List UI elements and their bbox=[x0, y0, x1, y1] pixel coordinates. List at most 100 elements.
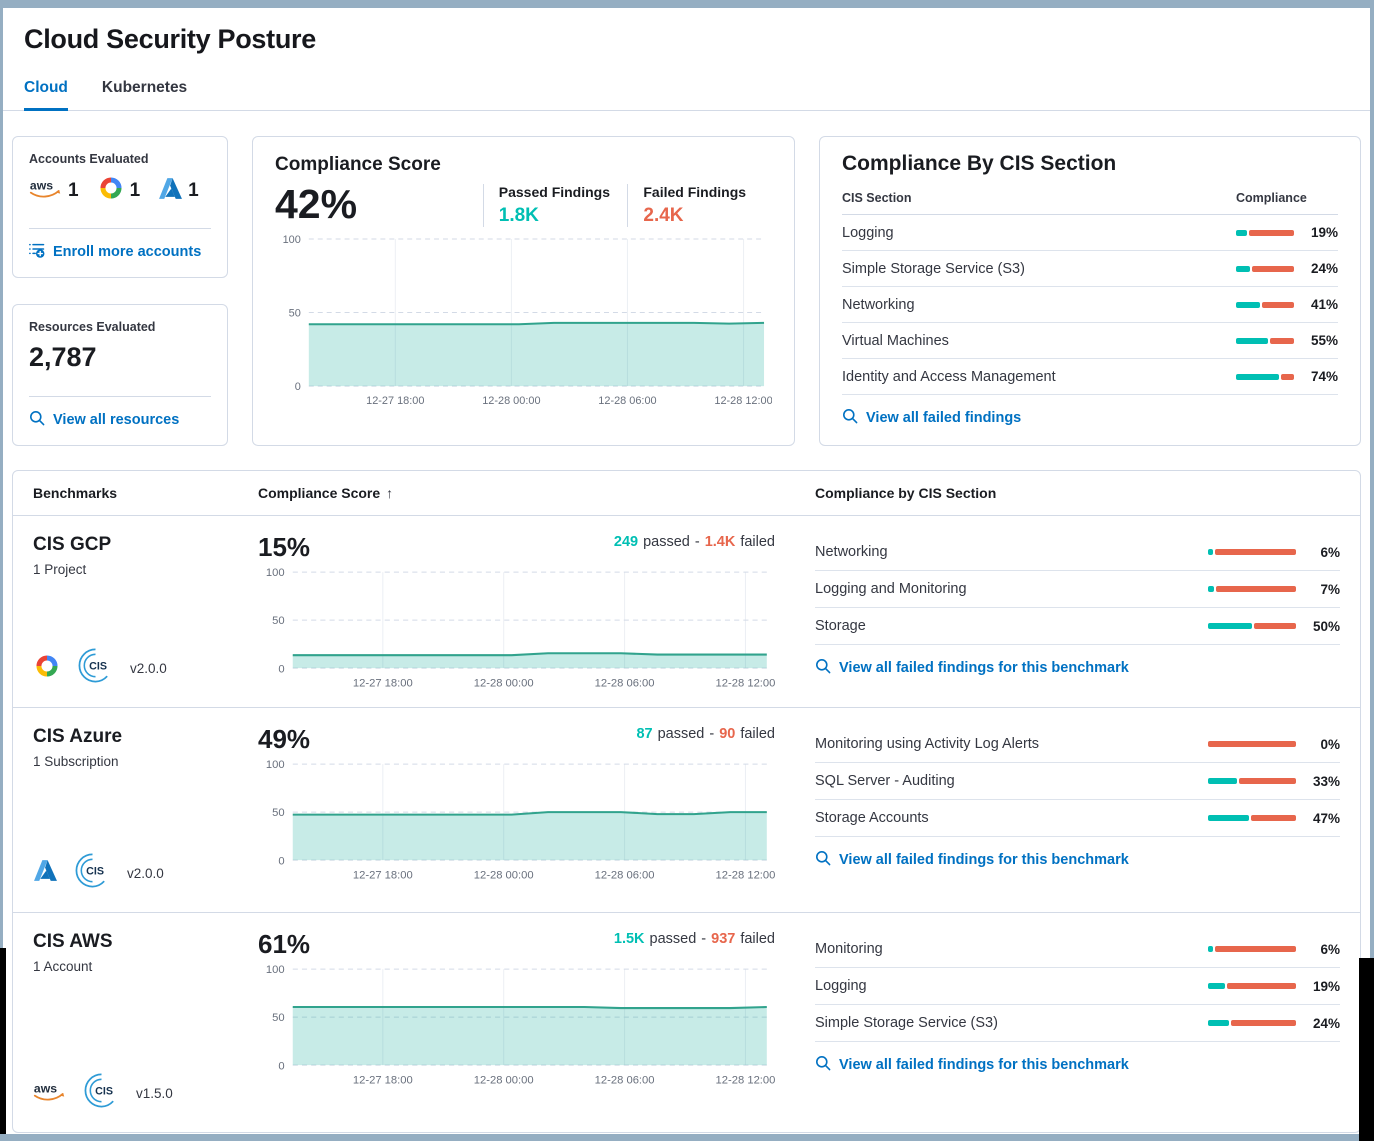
view-failed-findings-benchmark-link[interactable]: View all failed findings for this benchm… bbox=[815, 850, 1340, 870]
card-divider bbox=[29, 396, 211, 397]
accounts-evaluated-title: Accounts Evaluated bbox=[29, 152, 149, 166]
svg-text:12-28 06:00: 12-28 06:00 bbox=[598, 395, 656, 407]
compliance-bar bbox=[1208, 741, 1296, 747]
cis-section-table-header: CIS Section Compliance bbox=[842, 191, 1338, 215]
cis-section-row: Monitoring using Activity Log Alerts 0% bbox=[815, 726, 1340, 763]
svg-text:50: 50 bbox=[272, 615, 284, 627]
list-add-icon bbox=[29, 242, 45, 262]
cis-azure-trend-chart: 12-27 18:00 12-28 00:00 12-28 06:00 12-28 1… bbox=[266, 759, 775, 882]
screenshot-black-strip-left bbox=[0, 948, 6, 1134]
svg-text:50: 50 bbox=[272, 807, 284, 819]
window-frame-top bbox=[0, 0, 1374, 8]
svg-text:aws: aws bbox=[34, 1081, 57, 1095]
benchmark-version: v2.0.0 bbox=[127, 865, 164, 881]
gcp-icon bbox=[33, 654, 61, 683]
view-failed-findings-benchmark-link[interactable]: View all failed findings for this benchm… bbox=[815, 1055, 1340, 1075]
svg-text:12-28 12:00: 12-28 12:00 bbox=[714, 395, 772, 407]
svg-text:12-27 18:00: 12-27 18:00 bbox=[353, 870, 413, 882]
cis-section-row: SQL Server - Auditing 33% bbox=[815, 763, 1340, 800]
cis-icon: CIS bbox=[74, 852, 111, 894]
view-all-resources-link[interactable]: View all resources bbox=[29, 410, 211, 430]
benchmark-row-cis-gcp: CIS GCP 1 Project CIS v2.0.0 15% 249 pas… bbox=[13, 516, 1360, 708]
benchmarks-table-header: Benchmarks Compliance Score ↑ Compliance … bbox=[13, 471, 1360, 516]
svg-text:12-28 06:00: 12-28 06:00 bbox=[595, 870, 655, 882]
svg-text:CIS: CIS bbox=[89, 660, 107, 672]
svg-text:12-28 00:00: 12-28 00:00 bbox=[474, 870, 534, 882]
view-all-failed-findings-link[interactable]: View all failed findings bbox=[842, 408, 1338, 428]
window-frame-bottom bbox=[0, 1134, 1374, 1141]
summary-cards-row: Accounts Evaluated aws 1 1 1 Enroll more … bbox=[12, 136, 1361, 446]
svg-text:50: 50 bbox=[289, 307, 301, 319]
azure-icon bbox=[33, 859, 58, 887]
gcp-icon bbox=[97, 176, 125, 205]
sort-ascending-icon: ↑ bbox=[386, 485, 394, 501]
col-compliance-score[interactable]: Compliance Score ↑ bbox=[258, 485, 394, 501]
compliance-score-title: Compliance Score bbox=[275, 154, 441, 175]
benchmark-version: v2.0.0 bbox=[130, 660, 167, 676]
svg-text:100: 100 bbox=[266, 759, 285, 771]
svg-text:CIS: CIS bbox=[95, 1085, 113, 1097]
svg-text:0: 0 bbox=[295, 381, 301, 393]
benchmark-sections-cell: Networking 6% Logging and Monitoring 7% … bbox=[815, 534, 1340, 695]
window-frame-left bbox=[0, 0, 3, 1134]
svg-text:12-28 12:00: 12-28 12:00 bbox=[716, 870, 775, 882]
cis-gcp-trend-chart: 12-27 18:00 12-28 00:00 12-28 06:00 12-28 1… bbox=[266, 567, 775, 690]
svg-text:12-28 06:00: 12-28 06:00 bbox=[595, 678, 655, 690]
account-provider-counts: aws 1 1 1 bbox=[29, 176, 211, 205]
failed-findings-value: 2.4K bbox=[643, 205, 684, 226]
passed-failed-summary: 87 passed - 90 failed bbox=[636, 726, 775, 742]
svg-text:12-27 18:00: 12-27 18:00 bbox=[353, 678, 413, 690]
cis-section-row: Identity and Access Management 74% bbox=[842, 359, 1338, 395]
benchmark-name-cell: CIS GCP 1 Project CIS v2.0.0 bbox=[33, 534, 258, 695]
search-icon bbox=[815, 850, 831, 870]
view-failed-findings-benchmark-link[interactable]: View all failed findings for this benchm… bbox=[815, 658, 1340, 678]
svg-text:aws: aws bbox=[30, 179, 53, 193]
svg-text:0: 0 bbox=[278, 663, 284, 675]
compliance-score-value: 42% bbox=[275, 181, 358, 227]
cis-icon: CIS bbox=[77, 647, 114, 689]
compliance-bar bbox=[1208, 778, 1296, 784]
compliance-bar bbox=[1208, 549, 1296, 555]
benchmarks-table: Benchmarks Compliance Score ↑ Compliance … bbox=[12, 470, 1361, 1133]
svg-text:12-28 00:00: 12-28 00:00 bbox=[482, 395, 540, 407]
search-icon bbox=[842, 408, 858, 428]
failed-findings-stat: Failed Findings 2.4K bbox=[627, 184, 772, 227]
benchmark-name-cell: CIS Azure 1 Subscription CIS v2.0.0 bbox=[33, 726, 258, 900]
svg-text:100: 100 bbox=[283, 234, 301, 246]
enroll-more-accounts-link[interactable]: Enroll more accounts bbox=[29, 242, 211, 262]
compliance-score-card: Compliance Score 42% Passed Findings 1.8… bbox=[252, 136, 795, 446]
benchmark-version: v1.5.0 bbox=[136, 1085, 173, 1101]
resources-evaluated-title: Resources Evaluated bbox=[29, 320, 156, 334]
tab-cloud[interactable]: Cloud bbox=[24, 79, 68, 111]
accounts-evaluated-card: Accounts Evaluated aws 1 1 1 Enroll more … bbox=[12, 136, 228, 278]
col-benchmarks: Benchmarks bbox=[33, 485, 118, 501]
azure-account-count: 1 bbox=[158, 177, 199, 205]
tab-kubernetes[interactable]: Kubernetes bbox=[101, 79, 188, 96]
compliance-bar bbox=[1236, 229, 1294, 236]
passed-findings-stat: Passed Findings 1.8K bbox=[482, 184, 628, 227]
svg-text:12-28 12:00: 12-28 12:00 bbox=[716, 1075, 775, 1087]
benchmark-score-cell: 61% 1.5K passed - 937 failed 12-27 18:00… bbox=[258, 931, 815, 1120]
cis-section-row: Storage 50% bbox=[815, 608, 1340, 645]
svg-text:0: 0 bbox=[278, 1060, 284, 1072]
page-title: Cloud Security Posture bbox=[24, 24, 316, 54]
passed-failed-summary: 1.5K passed - 937 failed bbox=[613, 931, 775, 947]
cis-section-row: Networking 41% bbox=[842, 287, 1338, 323]
benchmark-sections-cell: Monitoring using Activity Log Alerts 0% … bbox=[815, 726, 1340, 900]
compliance-bar bbox=[1208, 983, 1296, 989]
compliance-bar bbox=[1208, 586, 1296, 592]
cis-section-row: Virtual Machines 55% bbox=[842, 323, 1338, 359]
aws-account-count: aws 1 bbox=[29, 177, 79, 204]
gcp-account-count: 1 bbox=[97, 176, 140, 205]
svg-text:12-27 18:00: 12-27 18:00 bbox=[353, 1075, 413, 1087]
aws-icon: aws bbox=[29, 177, 63, 204]
benchmark-row-cis-azure: CIS Azure 1 Subscription CIS v2.0.0 49% … bbox=[13, 708, 1360, 913]
search-icon bbox=[29, 410, 45, 430]
search-icon bbox=[815, 1055, 831, 1075]
svg-text:CIS: CIS bbox=[86, 865, 104, 877]
compliance-bar bbox=[1208, 815, 1296, 821]
cis-aws-trend-chart: 12-27 18:00 12-28 00:00 12-28 06:00 12-28 1… bbox=[266, 964, 775, 1087]
benchmark-name-cell: CIS AWS 1 Account aws CIS v1.5.0 bbox=[33, 931, 258, 1120]
tab-bar: Cloud Kubernetes bbox=[3, 79, 1370, 111]
passed-findings-value: 1.8K bbox=[498, 205, 539, 226]
